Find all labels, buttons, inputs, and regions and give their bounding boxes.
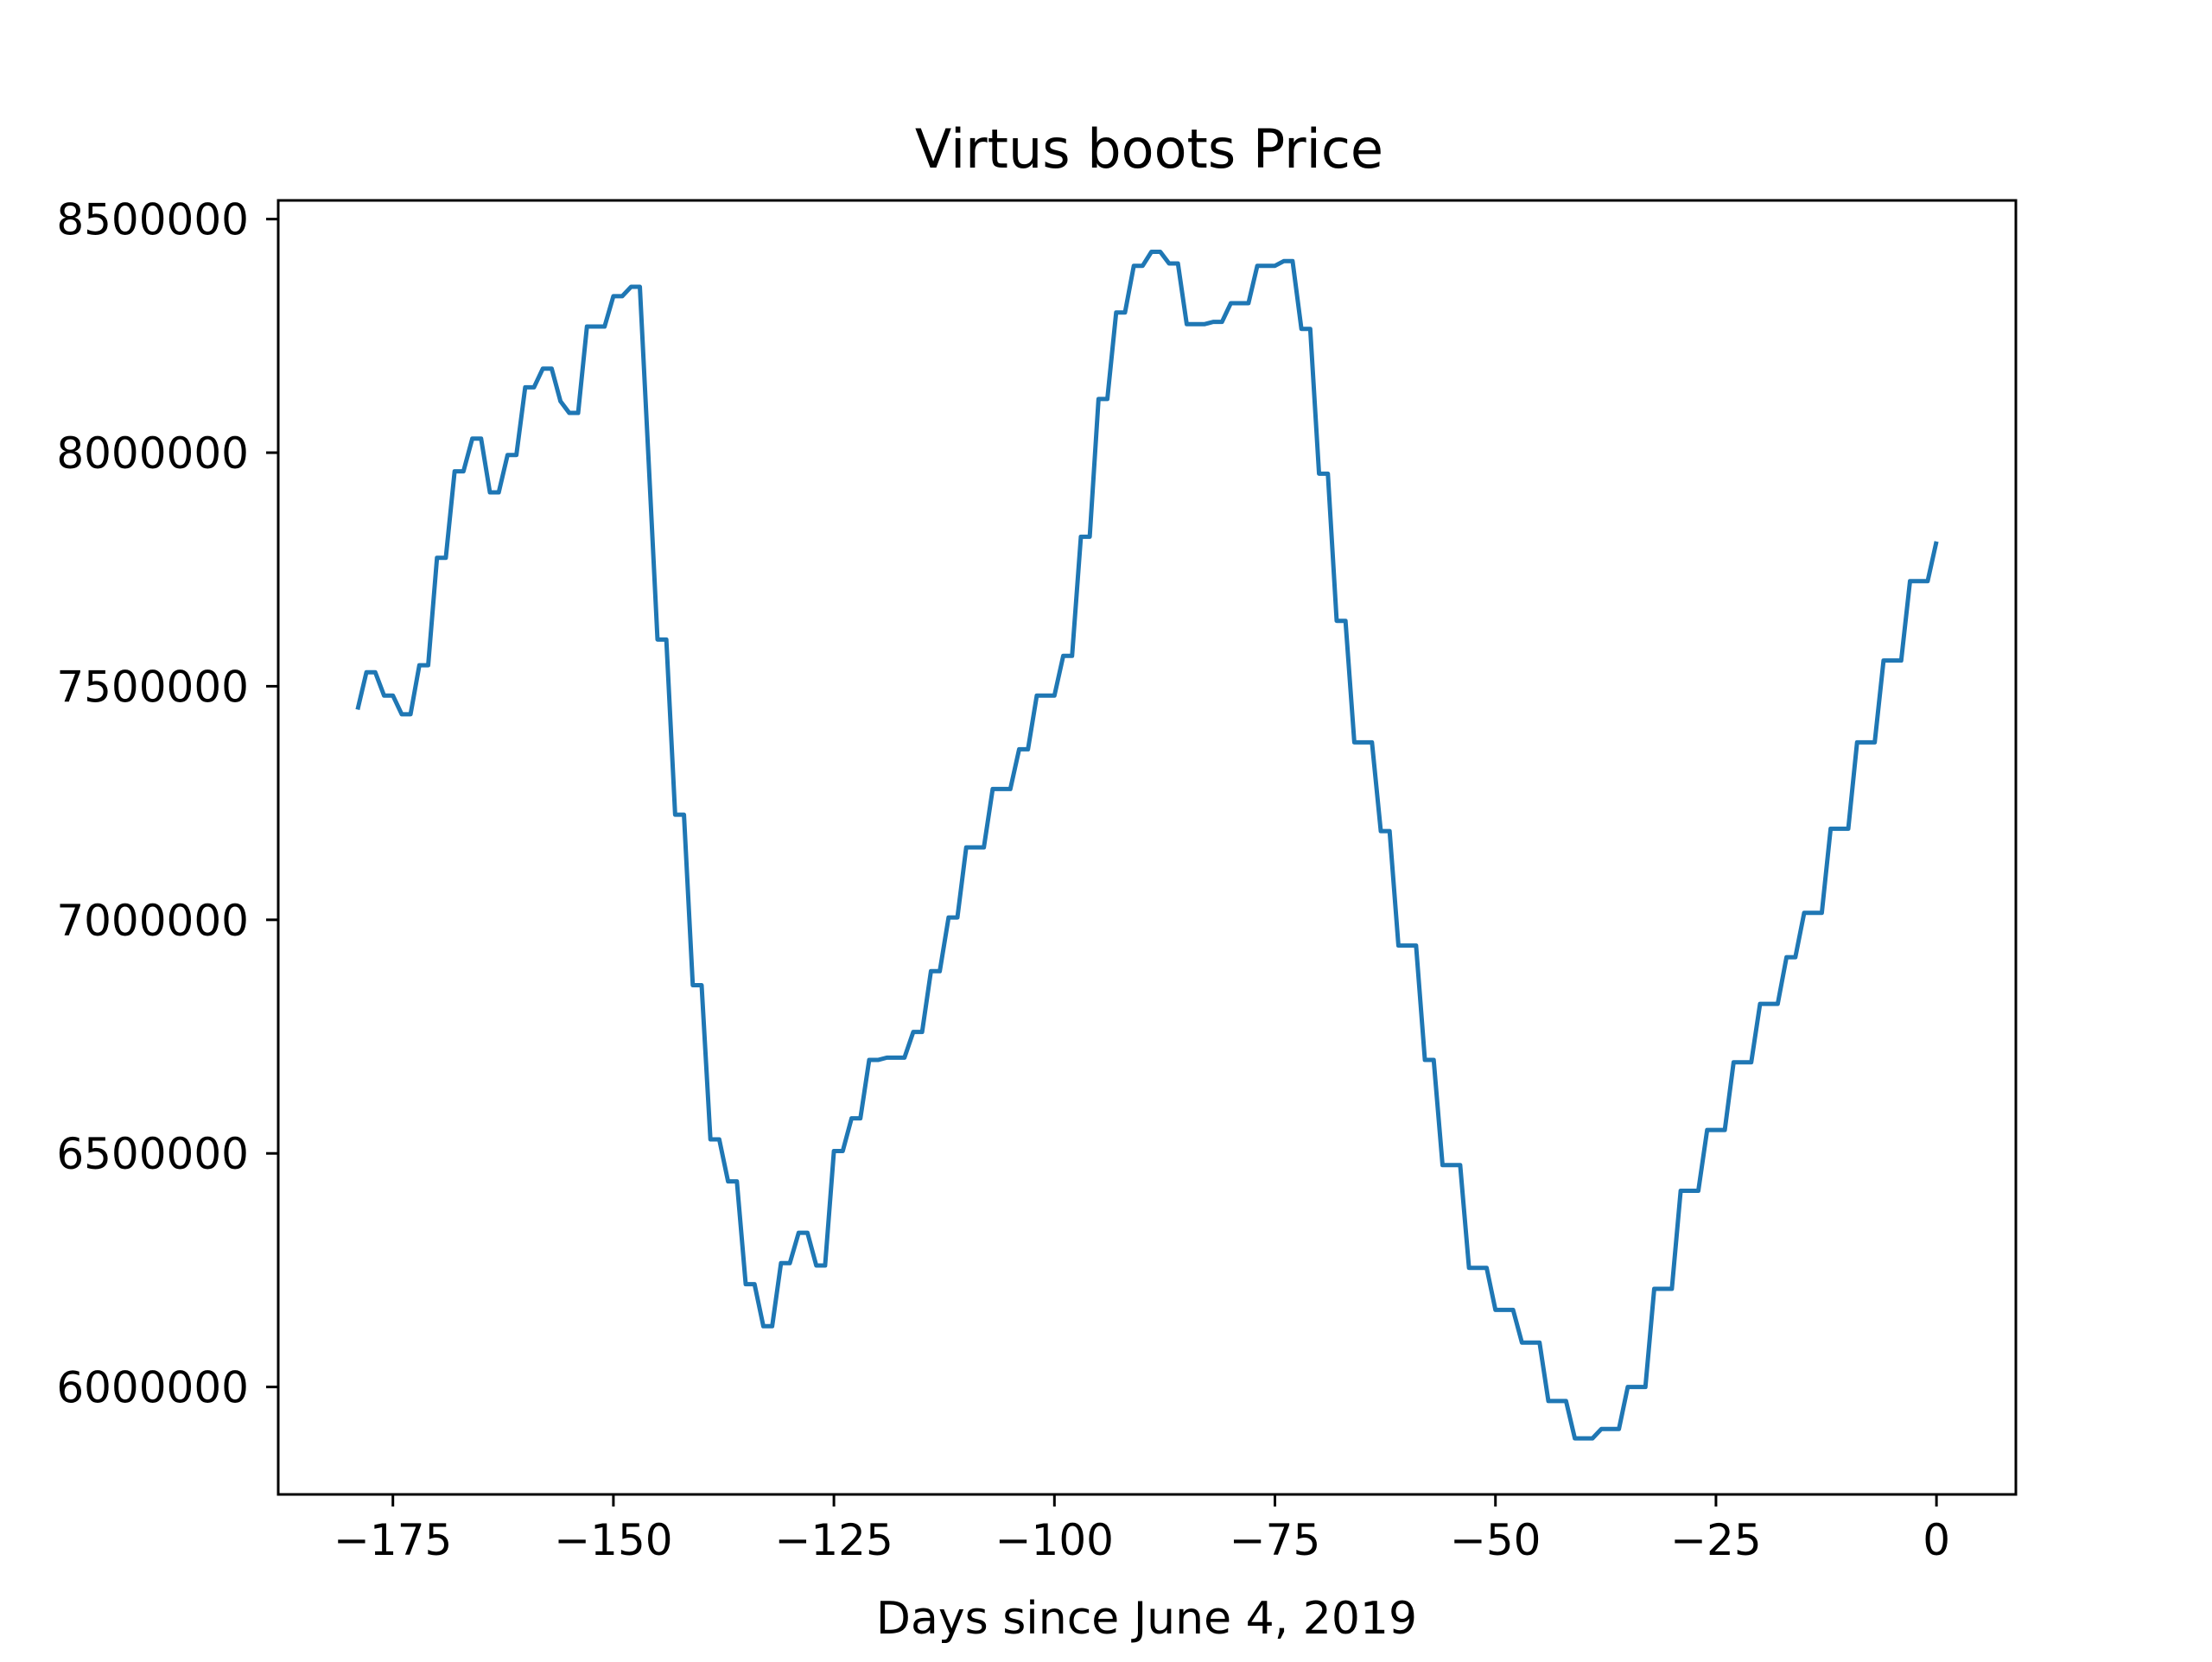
axes-frame xyxy=(276,199,2018,1496)
x-tick-label: −125 xyxy=(774,1515,893,1565)
x-tick-label: −175 xyxy=(334,1515,452,1565)
x-tick-label: 0 xyxy=(1923,1515,1950,1565)
chart-title: Virtus boots Price xyxy=(915,117,1383,181)
series-line xyxy=(355,249,1939,1441)
x-tick-label: −25 xyxy=(1670,1515,1762,1565)
x-tick-label: −50 xyxy=(1450,1515,1541,1565)
plot-area xyxy=(355,249,1939,1441)
x-tick-label: −100 xyxy=(995,1515,1114,1565)
x-tick-label: −150 xyxy=(554,1515,672,1565)
x-tick-label: −75 xyxy=(1230,1515,1321,1565)
x-axis-label: Days since June 4, 2019 xyxy=(876,1593,1417,1645)
y-tick-label: 6000000 xyxy=(56,1363,249,1413)
y-tick-label: 7500000 xyxy=(56,662,249,712)
y-tick-label: 7000000 xyxy=(56,896,249,946)
y-axis: 6000000 6500000 7000000 7500000 8000000 85000… xyxy=(56,195,278,1413)
y-tick-label: 6500000 xyxy=(56,1129,249,1179)
y-tick-label: 8000000 xyxy=(56,428,249,479)
y-tick-label: 8500000 xyxy=(56,195,249,245)
x-axis: −175 −150 −125 −100 −75 −50 −25 0 xyxy=(334,1494,1950,1565)
